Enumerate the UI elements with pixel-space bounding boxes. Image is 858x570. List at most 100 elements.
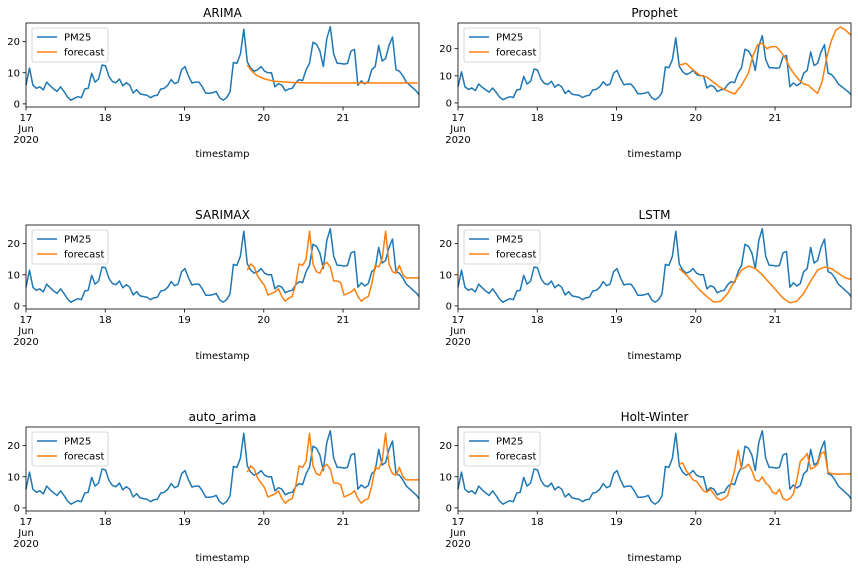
y-tick-label: 10 xyxy=(7,472,20,483)
legend-label: forecast xyxy=(64,48,105,59)
x-tick-label-line: 17 xyxy=(20,517,33,528)
x-tick-label: 17 Jun 2020 xyxy=(13,517,38,550)
x-tick-label: 19 xyxy=(610,517,623,528)
axes-frame xyxy=(25,22,420,108)
legend-label: forecast xyxy=(64,250,105,261)
subplot-3: LSTM 0 10 20 17 Jun 2020 18 19 20 21 timestamp PM25 f… xyxy=(439,208,852,362)
x-tick-label-line: 17 xyxy=(20,113,33,124)
x-tick-label-line: 17 xyxy=(20,315,33,326)
subplot-4: auto_arima 0 10 20 17 Jun 2020 18 19 20 21 timestam… xyxy=(7,410,420,564)
x-tick-label: 18 xyxy=(99,315,112,326)
x-tick-label-line: 20 xyxy=(257,113,270,124)
x-tick-label: 18 xyxy=(99,113,112,124)
y-tick-label: 0 xyxy=(446,503,452,514)
x-tick-label-line: 19 xyxy=(610,517,623,528)
legend: PM25 forecast xyxy=(31,27,109,63)
subplot-2: SARIMAX 0 10 20 17 Jun 2020 18 19 20 21 timestamp PM… xyxy=(7,208,420,362)
y-tick-label: 10 xyxy=(7,270,20,281)
chart-title: ARIMA xyxy=(203,6,242,20)
series-line-forecast xyxy=(246,64,418,84)
series-line-pm25 xyxy=(457,34,852,101)
x-tick-label-line: 19 xyxy=(610,315,623,326)
x-tick-label: 18 xyxy=(531,517,544,528)
y-tick-label: 10 xyxy=(7,68,20,79)
axes-frame xyxy=(457,224,852,310)
x-tick-label-line: 2020 xyxy=(13,337,38,348)
y-tick-label: 20 xyxy=(439,441,452,452)
x-tick-label-line: 2020 xyxy=(445,539,470,550)
axes-frame xyxy=(25,224,420,310)
subplot-5: Holt-Winter 0 10 20 17 Jun 2020 18 19 20 21 timesta… xyxy=(439,410,852,564)
x-axis-label: timestamp xyxy=(196,149,250,160)
series-line-forecast xyxy=(679,26,852,95)
x-tick-label-line: 21 xyxy=(337,517,350,528)
y-tick-label: 20 xyxy=(7,441,20,452)
chart-title: auto_arima xyxy=(189,410,257,424)
series-line-pm25 xyxy=(457,227,852,303)
x-tick-label: 17 Jun 2020 xyxy=(13,315,38,348)
x-tick-label: 19 xyxy=(178,113,191,124)
series-line-forecast xyxy=(678,265,852,304)
y-tick-label: 20 xyxy=(439,239,452,250)
x-tick-label-line: 2020 xyxy=(445,337,470,348)
x-tick-label: 18 xyxy=(99,517,112,528)
x-tick-label: 17 Jun 2020 xyxy=(445,517,470,550)
x-tick-label-line: 17 xyxy=(452,113,465,124)
legend-label: PM25 xyxy=(64,437,91,448)
y-tick-label: 20 xyxy=(439,44,452,55)
x-tick-label-line: 20 xyxy=(257,517,270,528)
x-tick-label: 19 xyxy=(610,113,623,124)
y-tick-label: 10 xyxy=(439,472,452,483)
legend: PM25 forecast xyxy=(31,229,109,265)
x-tick-label: 17 Jun 2020 xyxy=(13,113,38,146)
x-tick-label-line: 20 xyxy=(257,315,270,326)
x-tick-label-line: 21 xyxy=(769,315,782,326)
x-tick-label: 19 xyxy=(178,315,191,326)
legend-label: PM25 xyxy=(496,235,523,246)
y-tick-label: 0 xyxy=(14,99,20,110)
legend-label: PM25 xyxy=(496,437,523,448)
x-tick-label: 19 xyxy=(178,517,191,528)
series-line-pm25 xyxy=(457,429,852,505)
x-tick-label: 20 xyxy=(689,315,702,326)
x-tick-label: 17 Jun 2020 xyxy=(445,315,470,348)
legend-label: PM25 xyxy=(64,33,91,44)
x-tick-label-line: 20 xyxy=(689,113,702,124)
legend-label: forecast xyxy=(496,452,537,463)
series-line-pm25 xyxy=(25,429,420,505)
x-tick-label-line: 2020 xyxy=(13,135,38,146)
legend-label: forecast xyxy=(496,250,537,261)
x-tick-label: 18 xyxy=(531,113,544,124)
legend: PM25 forecast xyxy=(463,229,541,265)
legend: PM25 forecast xyxy=(31,431,109,467)
x-tick-label-line: 19 xyxy=(178,113,191,124)
legend: PM25 forecast xyxy=(463,27,541,63)
axes-frame xyxy=(457,426,852,512)
axes-frame xyxy=(457,22,852,108)
x-tick-label-line: Jun xyxy=(449,124,466,135)
x-tick-label-line: 2020 xyxy=(13,539,38,550)
x-tick-label-line: 19 xyxy=(610,113,623,124)
x-tick-label: 20 xyxy=(257,315,270,326)
chart-title: Holt-Winter xyxy=(621,410,689,424)
x-tick-label: 20 xyxy=(689,113,702,124)
x-tick-label: 21 xyxy=(769,517,782,528)
x-axis-label: timestamp xyxy=(628,553,682,564)
x-axis-label: timestamp xyxy=(628,149,682,160)
y-tick-label: 20 xyxy=(7,239,20,250)
chart-title: LSTM xyxy=(639,208,671,222)
legend: PM25 forecast xyxy=(463,431,541,467)
x-tick-label: 20 xyxy=(257,517,270,528)
y-tick-label: 0 xyxy=(14,503,20,514)
y-tick-label: 0 xyxy=(14,301,20,312)
x-tick-label-line: 19 xyxy=(178,315,191,326)
series-line-pm25 xyxy=(25,227,420,303)
x-tick-label-line: 18 xyxy=(99,315,112,326)
x-tick-label-line: Jun xyxy=(17,528,34,539)
chart-title: Prophet xyxy=(631,6,678,20)
series-line-forecast xyxy=(246,230,419,302)
x-tick-label-line: 19 xyxy=(178,517,191,528)
x-tick-label: 19 xyxy=(610,315,623,326)
subplot-0: ARIMA 0 10 20 17 Jun 2020 18 19 20 21 timestamp PM25… xyxy=(7,6,420,160)
